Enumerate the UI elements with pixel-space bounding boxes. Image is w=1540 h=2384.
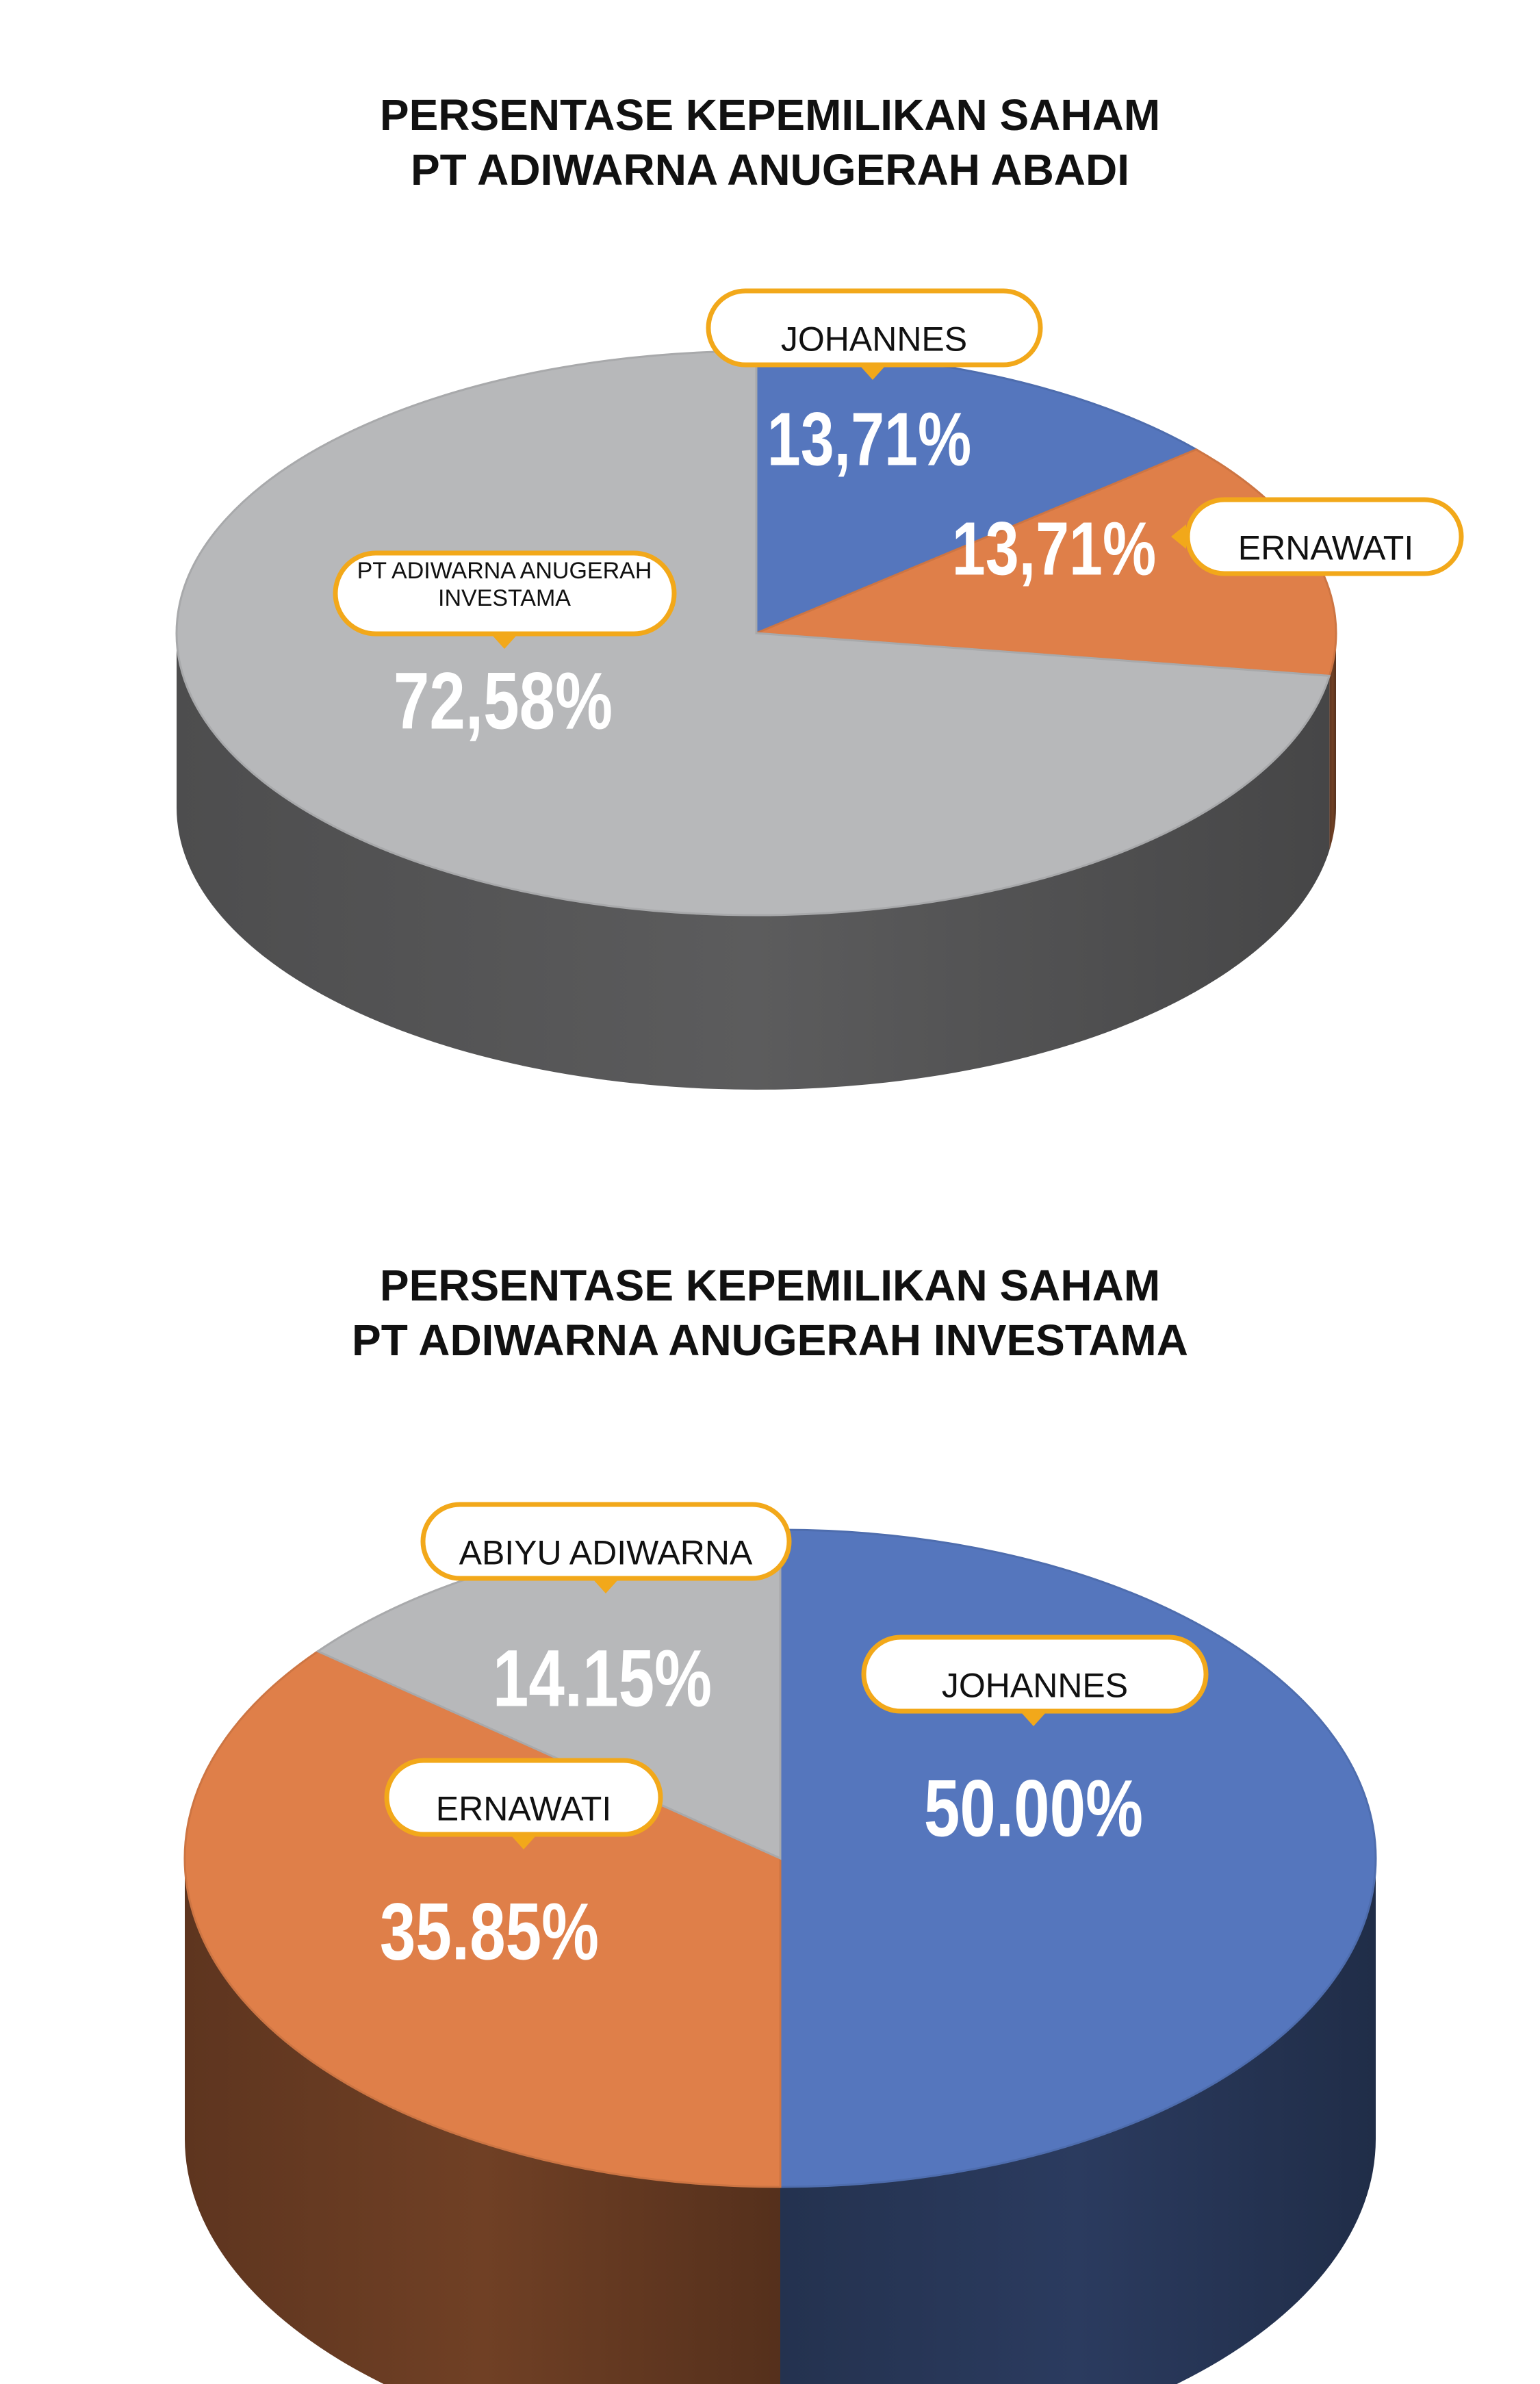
pie-slice-ernawati <box>183 1650 782 2188</box>
callout-label: ERNAWATI <box>1238 529 1413 567</box>
chart-1-title: PERSENTASE KEPEMILIKAN SAHAM PT ADIWARNA… <box>0 88 1540 197</box>
pct-label-pt-adiwarna-anugerah-investama: 72,58% <box>394 655 613 746</box>
callout-label: INVESTAMA <box>438 585 571 611</box>
callout-johannes: JOHANNES <box>861 1635 1209 1726</box>
chart-2-title: PERSENTASE KEPEMILIKAN SAHAM PT ADIWARNA… <box>0 1258 1540 1368</box>
callout-ernawati: ERNAWATI <box>1171 497 1464 576</box>
pct-label-ernawati: 35.85% <box>380 1886 599 1977</box>
pct-label-johannes: 50.00% <box>924 1763 1143 1854</box>
pie-side-ernawati <box>1329 633 1336 851</box>
pie-chart-1: JOHANNES ERNAWATI PT ADIWARNA ANUGERAHINVE… <box>175 288 1464 1090</box>
pie-side-pt-adiwarna-anugerah-investama <box>177 633 1330 1090</box>
chart-1-title-line-1: PERSENTASE KEPEMILIKAN SAHAM <box>379 90 1161 140</box>
callout-abiyu-adiwarna: ABIYU ADIWARNA <box>420 1502 792 1593</box>
pct-label-abiyu-adiwarna: 14.15% <box>493 1632 712 1723</box>
callout-label: JOHANNES <box>942 1667 1128 1705</box>
callout-label: ABIYU ADIWARNA <box>459 1534 753 1572</box>
pie-chart-2: JOHANNES ERNAWATI ABIYU ADIWARNA 50.00% 35.8… <box>183 1502 1377 2384</box>
pie-side-johannes <box>780 1858 1376 2384</box>
pct-label-ernawati: 13,71% <box>952 507 1156 591</box>
chart-1-title-line-2: PT ADIWARNA ANUGERAH ABADI <box>410 145 1130 194</box>
callout-ernawati: ERNAWATI <box>384 1758 663 1849</box>
callout-label: PT ADIWARNA ANUGERAH <box>357 558 652 584</box>
callout-johannes: JOHANNES <box>706 288 1043 380</box>
pie-slice-pt-adiwarna-anugerah-investama <box>175 350 1331 917</box>
pct-label-johannes: 13,71% <box>767 398 971 482</box>
callout-label: ERNAWATI <box>436 1790 611 1828</box>
chart-2-title-line-1: PERSENTASE KEPEMILIKAN SAHAM <box>379 1261 1161 1310</box>
pie-side-ernawati <box>185 1858 780 2384</box>
chart-2-title-line-2: PT ADIWARNA ANUGERAH INVESTAMA <box>352 1316 1188 1365</box>
callout-label: JOHANNES <box>781 320 967 359</box>
